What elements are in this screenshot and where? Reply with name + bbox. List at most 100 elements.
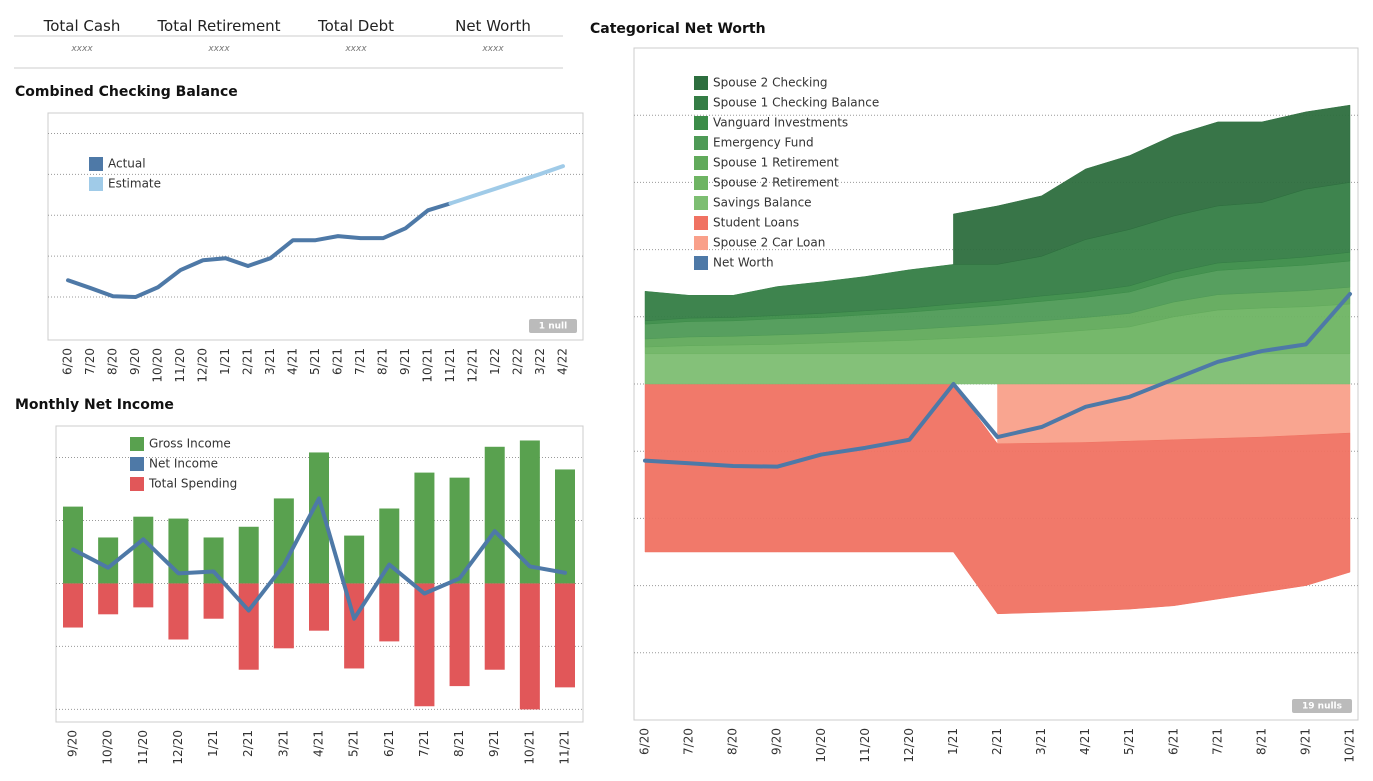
x-tick-label: 12/20 — [902, 728, 916, 763]
x-tick-label: 3/21 — [276, 730, 290, 757]
area — [997, 383, 1351, 445]
bar — [519, 583, 540, 710]
x-tick-label: 11/21 — [443, 348, 457, 383]
x-tick-label: 8/21 — [452, 730, 466, 757]
kpi-value: xxxx — [207, 44, 230, 54]
bar — [519, 440, 540, 584]
legend-swatch — [694, 196, 708, 210]
x-tick-label: 8/21 — [1254, 728, 1268, 755]
bar — [449, 477, 470, 584]
x-tick-label: 12/20 — [171, 730, 185, 765]
x-tick-label: 10/21 — [421, 348, 435, 383]
x-tick-label: 1/22 — [488, 348, 502, 375]
legend-label: Total Spending — [148, 477, 237, 491]
legend-label: Spouse 2 Car Loan — [713, 236, 825, 250]
x-tick-label: 10/21 — [1343, 728, 1357, 763]
bar — [484, 446, 505, 584]
x-tick-label: 7/20 — [83, 348, 97, 375]
x-tick-label: 2/21 — [241, 348, 255, 375]
legend-swatch — [130, 457, 144, 471]
bar — [379, 583, 400, 642]
bar — [484, 583, 505, 670]
line — [643, 291, 1352, 469]
x-tick-label: 9/20 — [66, 730, 80, 757]
legend-label: Student Loans — [713, 216, 799, 230]
bar — [168, 583, 189, 640]
line — [66, 201, 453, 300]
null-note: 1 null — [539, 322, 567, 332]
x-tick-label: 11/21 — [558, 730, 572, 765]
x-tick-label: 6/21 — [331, 348, 345, 375]
bar — [555, 583, 575, 688]
x-tick-label: 4/22 — [556, 348, 570, 375]
legend-label: Net Income — [149, 457, 218, 471]
x-tick-label: 11/20 — [858, 728, 872, 763]
line — [448, 164, 565, 206]
legend-label: Actual — [108, 157, 146, 171]
null-note: 19 nulls — [1302, 702, 1342, 712]
area — [644, 353, 1351, 385]
x-tick-label: 5/21 — [1122, 728, 1136, 755]
legend-label: Spouse 1 Checking Balance — [713, 96, 879, 110]
legend-swatch — [694, 76, 708, 90]
x-tick-label: 9/20 — [128, 348, 142, 375]
x-tick-label: 5/21 — [347, 730, 361, 757]
x-tick-label: 8/20 — [106, 348, 120, 375]
x-tick-label: 3/21 — [1034, 728, 1048, 755]
x-tick-label: 3/22 — [533, 348, 547, 375]
legend-swatch — [694, 116, 708, 130]
x-tick-label: 1/21 — [946, 728, 960, 755]
bar — [273, 583, 294, 649]
x-tick-label: 9/21 — [398, 348, 412, 375]
x-tick-label: 2/21 — [241, 730, 255, 757]
legend-swatch — [89, 177, 103, 191]
x-tick-label: 5/21 — [308, 348, 322, 375]
bar — [555, 469, 575, 584]
x-tick-label: 11/20 — [173, 348, 187, 383]
legend-label: Vanguard Investments — [713, 116, 848, 130]
x-tick-label: 8/21 — [376, 348, 390, 375]
legend-swatch — [694, 236, 708, 250]
legend-swatch — [130, 437, 144, 451]
legend-label: Savings Balance — [713, 196, 812, 210]
bar — [238, 526, 259, 584]
x-tick-label: 4/21 — [286, 348, 300, 375]
x-tick-label: 10/20 — [101, 730, 115, 765]
x-tick-label: 7/21 — [1210, 728, 1224, 755]
bar — [63, 506, 83, 584]
x-tick-label: 6/21 — [1166, 728, 1180, 755]
chart-title: Monthly Net Income — [15, 397, 174, 413]
x-tick-label: 1/21 — [218, 348, 232, 375]
bar — [273, 498, 294, 584]
bar — [379, 508, 400, 584]
line — [71, 496, 567, 621]
x-tick-label: 9/21 — [1298, 728, 1312, 755]
x-tick-label: 8/20 — [726, 728, 740, 755]
kpi-label: Net Worth — [455, 17, 531, 35]
bar — [414, 583, 435, 707]
null-badge — [529, 319, 577, 333]
x-tick-label: 7/20 — [682, 728, 696, 755]
legend-swatch — [694, 156, 708, 170]
bar — [238, 583, 259, 670]
kpi-value: xxxx — [70, 44, 93, 54]
x-tick-label: 4/21 — [312, 730, 326, 757]
legend-swatch — [130, 477, 144, 491]
x-tick-label: 9/21 — [487, 730, 501, 757]
legend-swatch — [694, 136, 708, 150]
x-tick-label: 10/20 — [151, 348, 165, 383]
x-tick-label: 4/21 — [1078, 728, 1092, 755]
kpi-label: Total Cash — [43, 17, 121, 35]
x-tick-label: 10/20 — [814, 728, 828, 763]
bar — [309, 583, 329, 631]
x-tick-label: 7/21 — [353, 348, 367, 375]
x-tick-label: 7/21 — [417, 730, 431, 757]
area — [953, 104, 1351, 265]
x-tick-label: 6/20 — [61, 348, 75, 375]
legend-label: Emergency Fund — [713, 136, 814, 150]
chart-title: Combined Checking Balance — [15, 84, 238, 100]
x-tick-label: 12/20 — [196, 348, 210, 383]
legend-swatch — [694, 256, 708, 270]
bar — [98, 583, 119, 615]
